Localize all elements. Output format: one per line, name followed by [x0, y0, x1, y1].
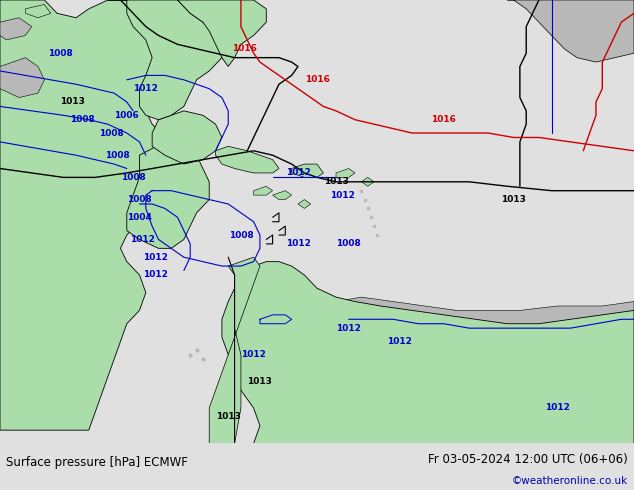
Polygon shape [127, 142, 209, 248]
Text: 1008: 1008 [336, 240, 361, 248]
Text: 1012: 1012 [143, 253, 168, 262]
Text: 1008: 1008 [127, 195, 152, 204]
Polygon shape [336, 297, 634, 333]
Text: 1012: 1012 [330, 191, 355, 199]
Text: 1013: 1013 [60, 98, 86, 106]
Text: 1016: 1016 [231, 44, 257, 53]
Text: 1012: 1012 [387, 337, 412, 346]
Text: ©weatheronline.co.uk: ©weatheronline.co.uk [512, 476, 628, 486]
Polygon shape [361, 177, 374, 186]
Text: 1008: 1008 [228, 230, 254, 240]
Text: 1012: 1012 [130, 235, 155, 244]
Polygon shape [507, 0, 634, 62]
Polygon shape [0, 58, 44, 98]
Text: 1008: 1008 [70, 115, 95, 124]
Text: 1012: 1012 [143, 270, 168, 279]
Polygon shape [254, 186, 273, 195]
Text: 1012: 1012 [285, 240, 311, 248]
Text: 1016: 1016 [304, 75, 330, 84]
Polygon shape [273, 191, 292, 199]
Polygon shape [152, 111, 222, 164]
Polygon shape [216, 147, 279, 173]
Text: 1012: 1012 [285, 169, 311, 177]
Text: 1013: 1013 [323, 177, 349, 186]
Polygon shape [25, 4, 51, 18]
Text: 1012: 1012 [545, 403, 571, 413]
Text: 1016: 1016 [431, 115, 456, 124]
Text: 1013: 1013 [247, 377, 273, 386]
Text: 1008: 1008 [105, 151, 130, 160]
Text: 1008: 1008 [98, 128, 124, 138]
Polygon shape [292, 164, 323, 177]
Text: 1012: 1012 [241, 350, 266, 359]
Polygon shape [178, 0, 266, 67]
Text: 1012: 1012 [336, 324, 361, 333]
Polygon shape [222, 262, 634, 443]
Text: 1006: 1006 [114, 111, 139, 120]
Polygon shape [0, 18, 32, 40]
Text: 1004: 1004 [127, 213, 152, 222]
Text: 1008: 1008 [48, 49, 73, 58]
Text: 1013: 1013 [216, 413, 241, 421]
Text: Surface pressure [hPa] ECMWF: Surface pressure [hPa] ECMWF [6, 456, 188, 468]
Text: 1013: 1013 [501, 195, 526, 204]
Polygon shape [209, 257, 260, 443]
Polygon shape [336, 169, 355, 177]
Polygon shape [298, 199, 311, 208]
Text: 1012: 1012 [133, 84, 158, 93]
Text: Fr 03-05-2024 12:00 UTC (06+06): Fr 03-05-2024 12:00 UTC (06+06) [428, 453, 628, 466]
Polygon shape [0, 0, 190, 430]
Text: 1008: 1008 [120, 173, 146, 182]
Polygon shape [108, 0, 222, 120]
